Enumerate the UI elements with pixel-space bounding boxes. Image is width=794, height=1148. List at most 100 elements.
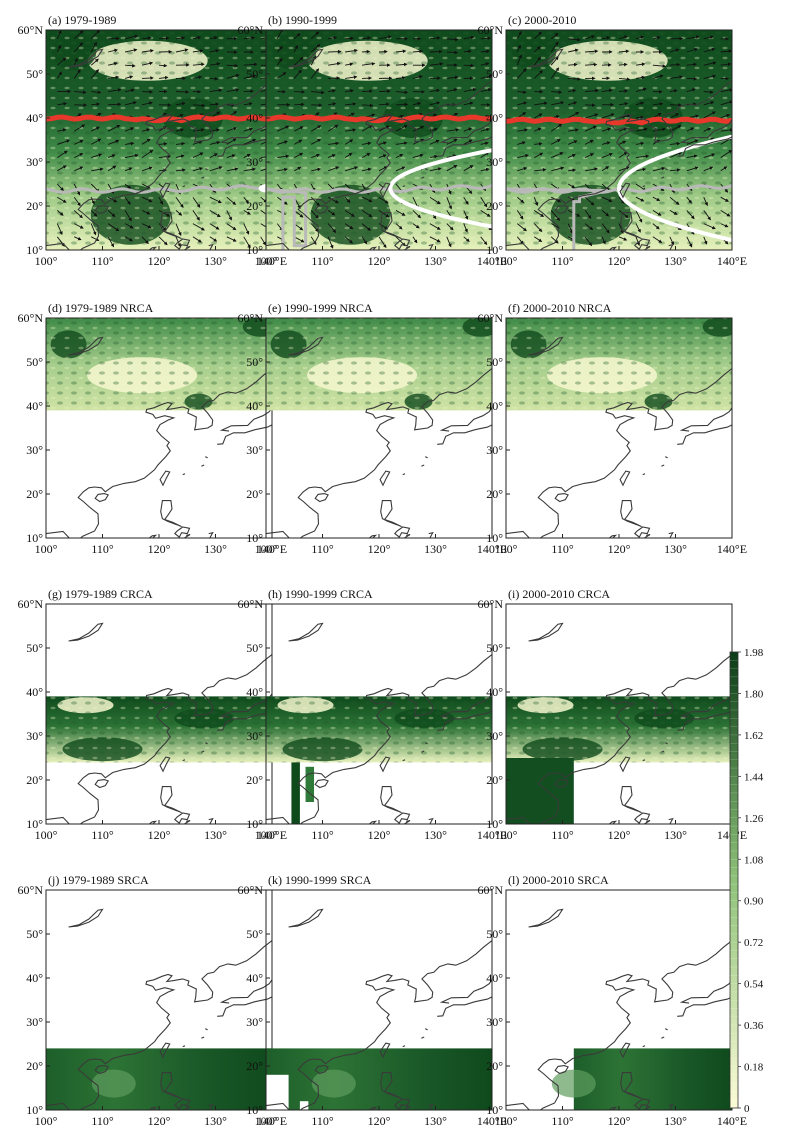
lat-tick-label: 20° [26,487,43,501]
lon-tick-label: 120° [608,254,631,268]
lon-tick-label: 120° [608,542,631,556]
lat-tick-label: 10° [486,531,503,545]
lat-tick-label: 40° [26,971,43,985]
lat-tick-label: 60°N [478,23,504,37]
lat-tick-label: 20° [246,199,263,213]
lon-tick-label: 130° [204,1114,227,1128]
lat-tick-label: 60°N [478,311,504,325]
lon-tick-label: 110° [551,542,574,556]
panel-e: 100°110°120°130°140°E10°20°30°40°50°60°N… [238,301,508,556]
lat-tick-label: 30° [26,443,43,457]
lon-tick-label: 110° [91,542,114,556]
panel-label: (f) 2000-2010 NRCA [508,301,612,315]
lat-tick-label: 10° [246,243,263,257]
colorbar-tick-label: 0.18 [744,1062,764,1074]
lat-tick-label: 50° [486,67,503,81]
panel-label: (c) 2000-2010 [508,13,576,27]
lon-tick-label: 110° [311,542,334,556]
lat-tick-label: 30° [26,155,43,169]
lat-tick-label: 60°N [478,597,504,611]
lat-tick-label: 20° [26,1059,43,1073]
lon-tick-label: 120° [368,542,391,556]
panels: 100°110°120°130°140°E10°20°30°40°50°60°N… [18,13,789,1128]
lat-tick-label: 20° [246,773,263,787]
lon-tick-label: 110° [91,254,114,268]
lon-tick-label: 130° [424,1114,447,1128]
lat-tick-label: 10° [486,817,503,831]
lat-tick-label: 20° [486,487,503,501]
lat-tick-label: 20° [486,1059,503,1073]
colorbar-tick-label: 0 [744,1103,750,1115]
lon-tick-label: 120° [608,1114,631,1128]
lat-tick-label: 10° [246,1103,263,1117]
lon-tick-label: 140°E [717,542,747,556]
lat-tick-label: 40° [246,111,263,125]
lon-tick-label: 130° [204,828,227,842]
lat-tick-label: 40° [486,111,503,125]
lat-tick-label: 30° [486,155,503,169]
lon-tick-label: 120° [148,542,171,556]
lat-tick-label: 50° [246,641,263,655]
lat-tick-label: 50° [26,355,43,369]
lat-tick-label: 60°N [238,23,264,37]
lon-tick-label: 130° [664,1114,687,1128]
lat-tick-label: 50° [26,641,43,655]
panel-i: 100°110°120°130°140°E10°20°30°40°50°60°N… [478,587,748,842]
lon-tick-label: 120° [608,828,631,842]
lon-tick-label: 140°E [717,254,747,268]
lon-tick-label: 110° [311,254,334,268]
lon-tick-label: 130° [424,542,447,556]
lat-tick-label: 10° [486,1103,503,1117]
lat-tick-label: 10° [486,243,503,257]
lon-tick-label: 130° [204,254,227,268]
lat-tick-label: 50° [486,355,503,369]
colorbar-tick-label: 1.26 [744,813,764,825]
panel-f: 100°110°120°130°140°E10°20°30°40°50°60°N… [478,301,748,556]
lat-tick-label: 10° [26,1103,43,1117]
lon-tick-label: 120° [148,1114,171,1128]
lat-tick-label: 40° [486,399,503,413]
lat-tick-label: 30° [26,1015,43,1029]
colorbar-tick-label: 0.72 [744,937,763,949]
lat-tick-label: 50° [246,67,263,81]
colorbar-tick-label: 0.90 [744,896,764,908]
panel-label: (a) 1979-1989 [48,13,116,27]
lat-tick-label: 40° [246,685,263,699]
colorbar-tick-label: 1.62 [744,730,763,742]
panel-d: 100°110°120°130°140°E10°20°30°40°50°60°N… [18,301,288,556]
lat-tick-label: 60°N [18,23,44,37]
colorbar-ramp [730,652,738,1108]
lon-tick-label: 110° [551,1114,574,1128]
lat-tick-label: 60°N [238,597,264,611]
lat-tick-label: 30° [486,1015,503,1029]
lat-tick-label: 10° [26,817,43,831]
lat-tick-label: 30° [246,1015,263,1029]
lon-tick-label: 110° [551,254,574,268]
lat-tick-label: 20° [246,487,263,501]
lat-tick-label: 30° [246,155,263,169]
lon-tick-label: 110° [311,828,334,842]
lat-tick-label: 50° [26,927,43,941]
lon-tick-label: 140°E [717,1114,747,1128]
lat-tick-label: 40° [26,399,43,413]
lon-tick-label: 120° [148,254,171,268]
panel-label: (l) 2000-2010 SRCA [508,873,609,887]
lat-tick-label: 40° [26,685,43,699]
lon-tick-label: 110° [91,828,114,842]
panel-label: (d) 1979-1989 NRCA [48,301,154,315]
panel-j: 100°110°120°130°140°E10°20°30°40°50°60°N… [18,873,288,1128]
lat-tick-label: 60°N [238,883,264,897]
lat-tick-label: 40° [486,971,503,985]
colorbar-tick-label: 0.36 [744,1020,764,1032]
lon-tick-label: 130° [664,542,687,556]
lat-tick-label: 60°N [18,597,44,611]
lon-tick-label: 120° [368,254,391,268]
lat-tick-label: 20° [26,773,43,787]
panel-label: (g) 1979-1989 CRCA [48,587,153,601]
lon-tick-label: 130° [204,542,227,556]
lon-tick-label: 110° [311,1114,334,1128]
colorbar: 1.981.801.621.441.261.080.900.720.540.36… [730,647,764,1115]
lon-tick-label: 130° [424,828,447,842]
panel-l: 100°110°120°130°140°E10°20°30°40°50°60°N… [478,873,748,1128]
lat-tick-label: 60°N [238,311,264,325]
